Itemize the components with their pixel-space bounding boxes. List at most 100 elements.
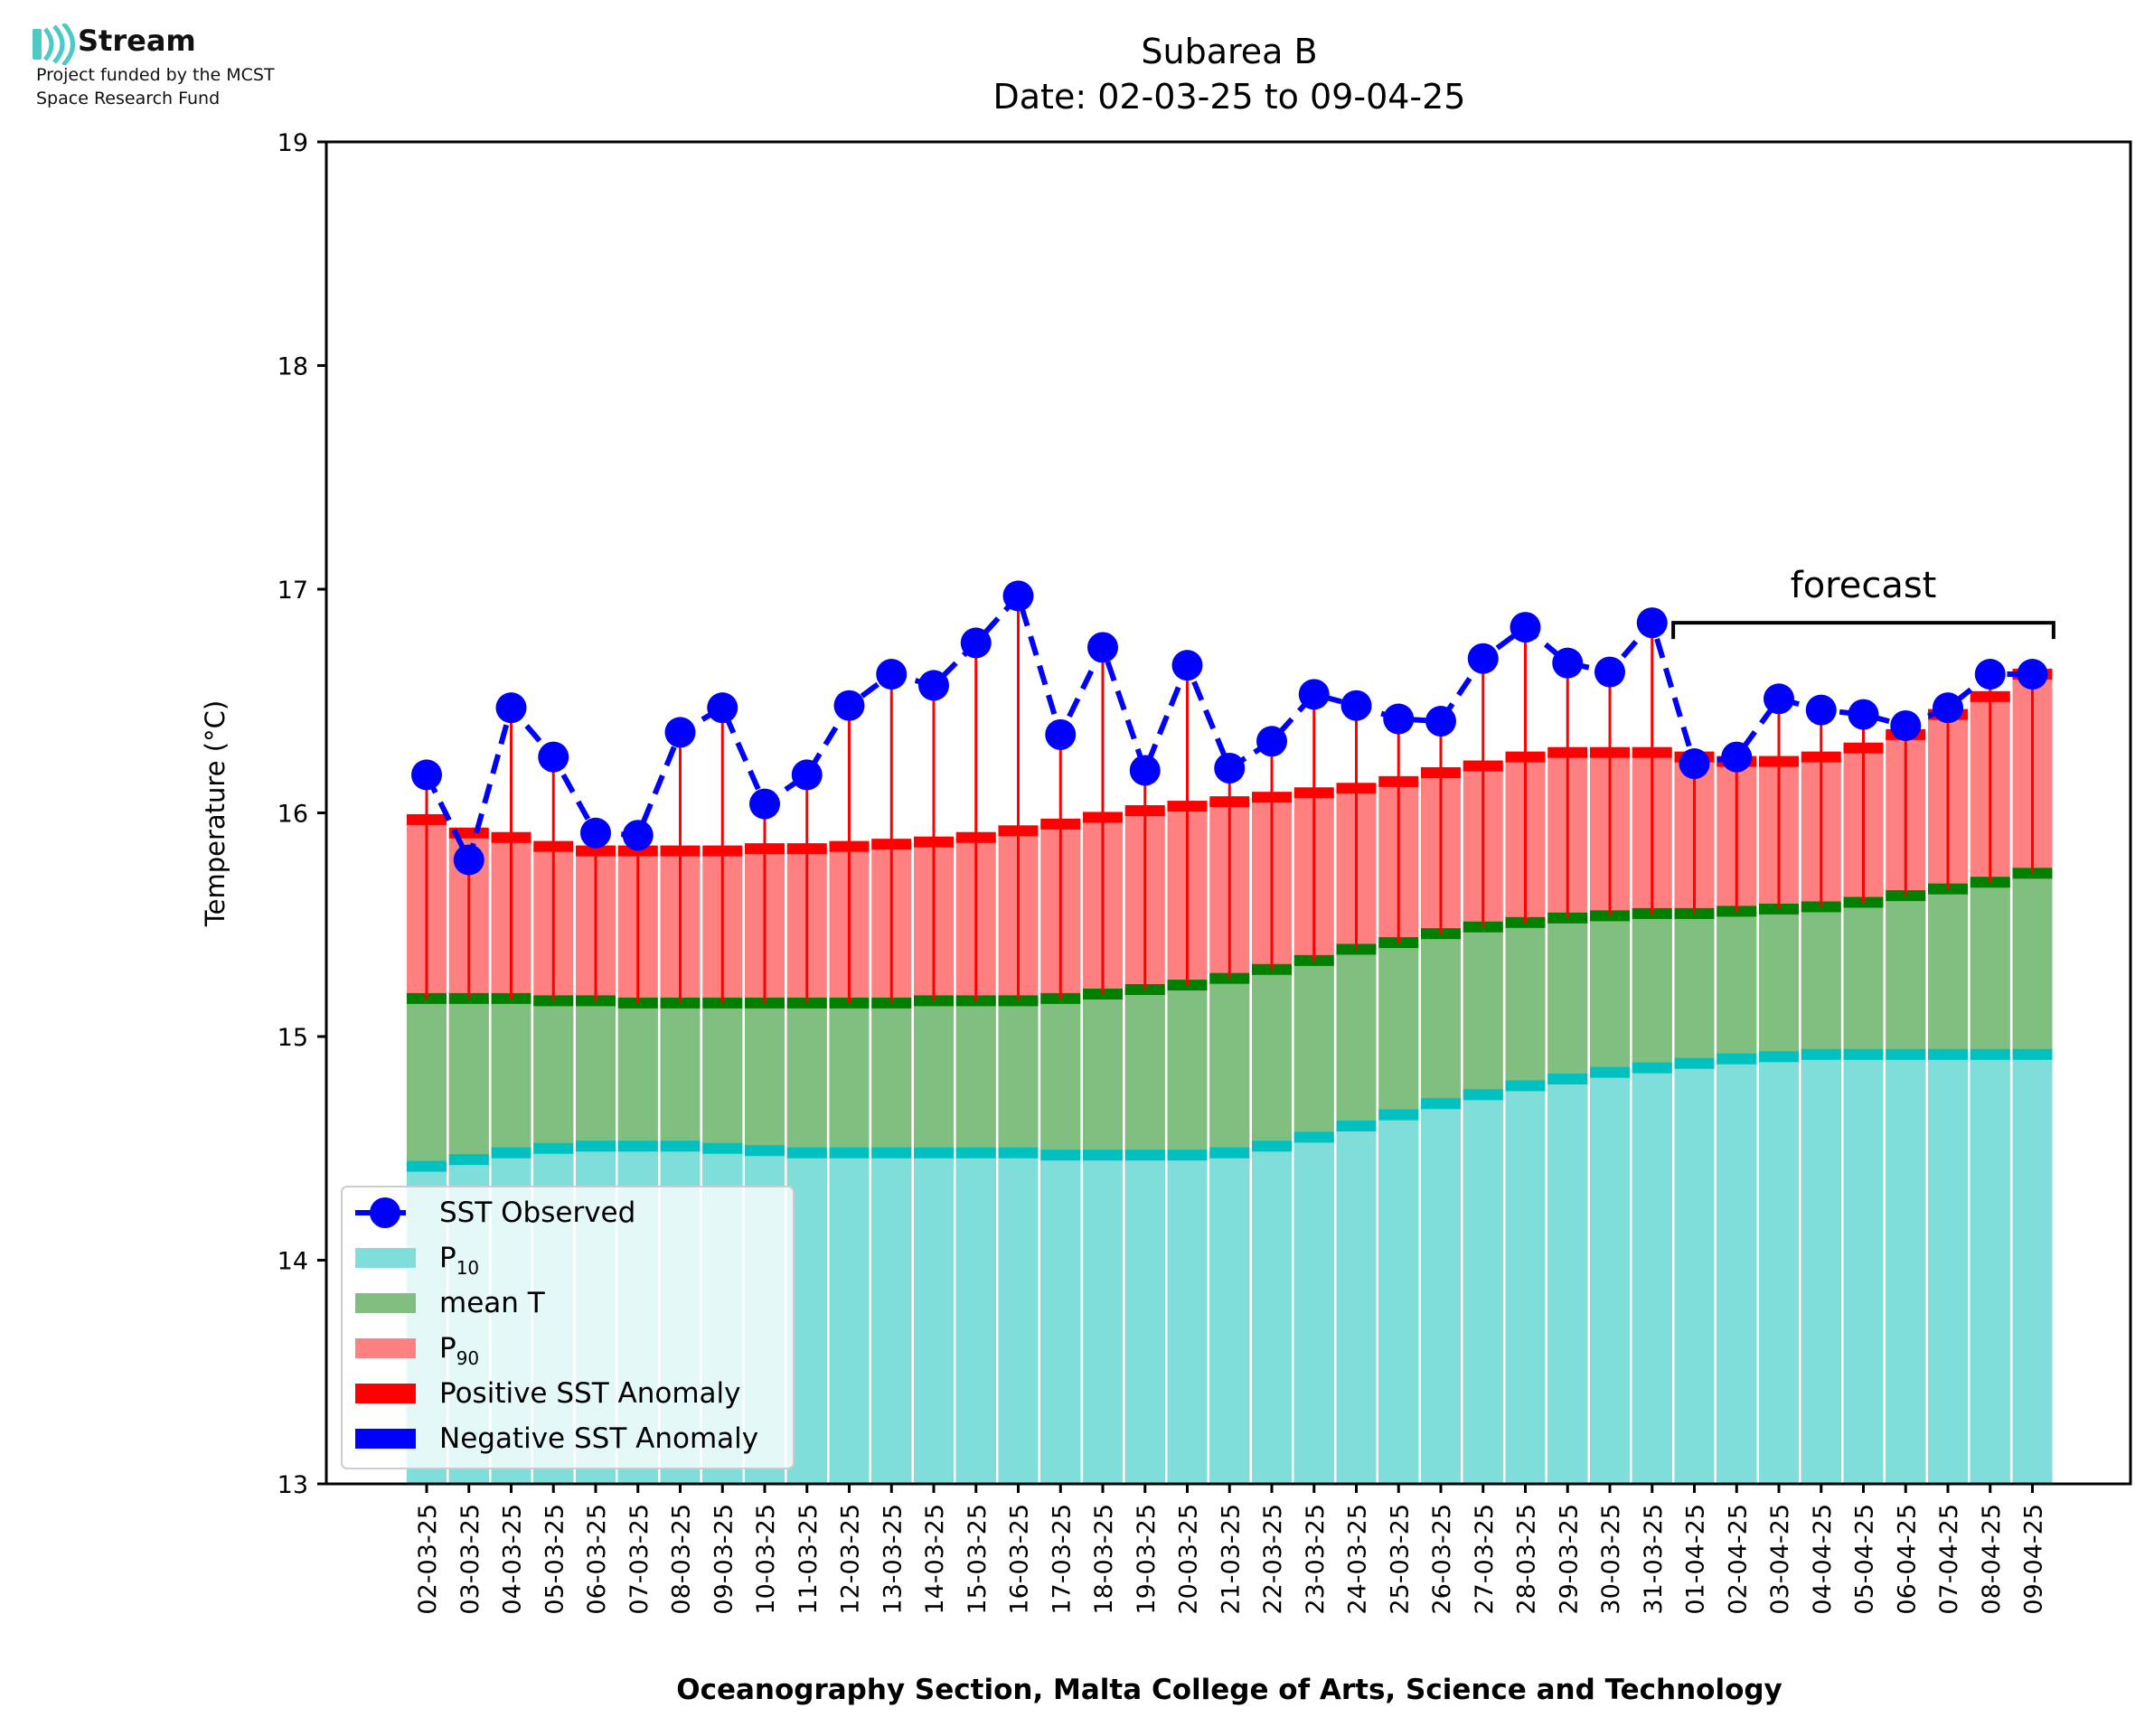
- bar-p10: [1590, 1072, 1630, 1484]
- bar-p10-edge: [1505, 1080, 1546, 1092]
- bar-p10-edge: [1928, 1048, 1968, 1060]
- bar-p10-edge: [914, 1147, 954, 1159]
- y-tick-label: 16: [277, 801, 308, 829]
- sst-observed-point: [1764, 683, 1794, 715]
- bar-p10: [1886, 1054, 1926, 1484]
- bar-p10: [1505, 1085, 1546, 1484]
- bar-p10-edge: [702, 1142, 743, 1154]
- forecast-bracket: forecast: [1671, 565, 2055, 640]
- bar-p10-edge: [1336, 1121, 1377, 1131]
- bar-p10-edge: [576, 1140, 616, 1152]
- bar-p10: [955, 1152, 996, 1484]
- bar-p10: [829, 1152, 870, 1484]
- bar-p10: [1124, 1155, 1165, 1484]
- x-tick-label: 07-03-25: [626, 1504, 654, 1615]
- legend-swatch: [355, 1384, 416, 1403]
- sst-observed-point: [2017, 659, 2048, 690]
- sst-observed-point: [1340, 690, 1372, 721]
- bar-p10-edge: [1040, 1150, 1081, 1161]
- x-tick-label: 27-03-25: [1471, 1504, 1499, 1615]
- legend-swatch: [355, 1429, 416, 1449]
- x-tick-label: 30-03-25: [1597, 1504, 1625, 1615]
- bar-p10-edge: [1801, 1048, 1841, 1060]
- x-tick-label: 12-03-25: [837, 1504, 865, 1615]
- bar-p10: [1928, 1054, 1968, 1484]
- bar-p10-edge: [1547, 1074, 1588, 1085]
- sst-observed-point: [1721, 741, 1753, 773]
- bar-p10-edge: [1421, 1098, 1461, 1110]
- x-tick-label: 05-04-25: [1851, 1504, 1879, 1615]
- sst-observed-point: [749, 788, 780, 820]
- bar-p10: [1463, 1094, 1503, 1484]
- sst-observed-point: [1679, 748, 1710, 780]
- sst-observed-point: [580, 817, 611, 849]
- sst-observed-point: [960, 627, 992, 659]
- x-tick-label: 04-03-25: [499, 1504, 527, 1615]
- bar-p10: [1843, 1054, 1884, 1484]
- sst-observed-point: [495, 692, 527, 724]
- sst-observed-point: [791, 759, 823, 791]
- x-tick-label: 02-03-25: [414, 1504, 442, 1615]
- bar-p10-edge: [955, 1147, 996, 1159]
- sst-observed-point: [918, 670, 949, 701]
- bar-p10-edge: [2012, 1048, 2053, 1060]
- sst-observed-point: [411, 759, 442, 791]
- bar-p10: [2012, 1054, 2053, 1484]
- bar-p10-edge: [1886, 1048, 1926, 1060]
- observed-line-layer: [411, 580, 2048, 876]
- forecast-bracket-line: [1671, 621, 2055, 640]
- x-tick-label: 17-03-25: [1048, 1504, 1076, 1615]
- bar-p10-edge: [617, 1140, 658, 1152]
- bar-p10-edge: [1463, 1089, 1503, 1101]
- x-tick-label: 24-03-25: [1344, 1504, 1372, 1615]
- bar-p10: [1167, 1155, 1208, 1484]
- x-tick-label: 31-03-25: [1640, 1504, 1668, 1615]
- sst-observed-point: [1467, 643, 1499, 674]
- anomaly-stems-layer: [425, 596, 2034, 1003]
- sst-observed-point: [1002, 580, 1034, 612]
- sst-observed-point: [1045, 718, 1077, 750]
- sst-observed-point: [1594, 656, 1625, 688]
- x-tick-label: 21-03-25: [1217, 1504, 1245, 1615]
- forecast-label: forecast: [1791, 565, 1937, 606]
- x-tick-label: 14-03-25: [921, 1504, 949, 1615]
- logo-subtitle-line1: Project funded by the MCST: [36, 65, 275, 85]
- bar-p10: [1421, 1103, 1461, 1484]
- bar-p10-edge: [786, 1147, 827, 1159]
- legend-swatch: [355, 1248, 416, 1268]
- bar-p10-edge: [1209, 1147, 1250, 1159]
- y-tick-label: 19: [277, 129, 308, 157]
- legend-swatch-marker: [370, 1197, 400, 1228]
- sst-observed-point: [1256, 726, 1287, 757]
- logo: Stream Project funded by the MCST Space …: [33, 22, 275, 108]
- bar-p10-edge: [1970, 1048, 2010, 1060]
- bar-p10-edge: [1124, 1150, 1165, 1161]
- sst-observed-point: [1805, 694, 1837, 726]
- legend-swatch: [355, 1293, 416, 1313]
- x-axis: 02-03-25 03-03-25 04-03-25 05-03-25 06-03-25…: [414, 1484, 2048, 1615]
- sst-observed-point: [876, 659, 908, 690]
- sst-observed-point: [1214, 753, 1246, 784]
- bar-p10-edge: [1674, 1057, 1715, 1069]
- bar-p10: [1209, 1152, 1250, 1484]
- sst-observed-point: [833, 690, 865, 721]
- bar-p10: [1632, 1067, 1672, 1484]
- x-tick-label: 05-03-25: [541, 1504, 569, 1615]
- bar-p10-edge: [998, 1147, 1039, 1159]
- sst-observed-point: [1552, 647, 1584, 679]
- legend-frame: [341, 1186, 795, 1469]
- sst-observed-point: [453, 844, 484, 876]
- x-tick-label: 08-03-25: [668, 1504, 696, 1615]
- bar-p10-edge: [1590, 1066, 1630, 1078]
- x-tick-label: 01-04-25: [1682, 1504, 1710, 1615]
- sst-observed-point: [664, 717, 696, 748]
- x-tick-label: 03-04-25: [1766, 1504, 1794, 1615]
- x-tick-label: 09-03-25: [710, 1504, 738, 1615]
- y-tick-label: 13: [277, 1471, 308, 1499]
- bar-p10: [1674, 1063, 1715, 1484]
- bar-p10: [914, 1152, 954, 1484]
- legend-label: Negative SST Anomaly: [439, 1422, 758, 1455]
- chart-title: Subarea B: [1141, 32, 1317, 71]
- sst-observed-point: [1298, 679, 1330, 710]
